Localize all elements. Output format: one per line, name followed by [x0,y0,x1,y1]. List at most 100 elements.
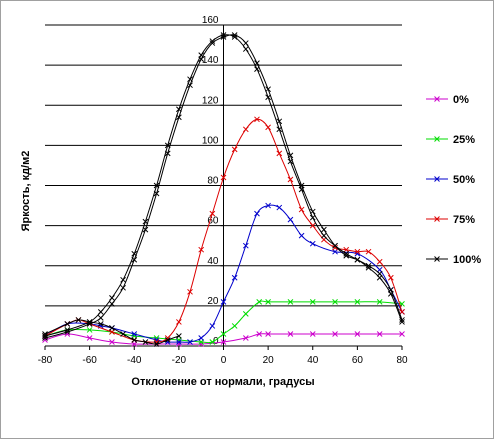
marker-stroke [287,331,294,337]
marker-stroke [187,76,193,83]
data-point [242,311,249,317]
marker-stroke [332,244,338,251]
data-point [265,94,271,101]
marker-stroke [42,333,48,339]
marker-stroke [434,136,440,142]
series-line [44,333,402,345]
data-point [376,331,383,337]
legend-label: 25% [453,134,475,146]
marker-stroke [209,38,216,44]
data-point [276,204,283,211]
marker-stroke [298,182,305,189]
marker-stroke [164,142,171,149]
marker-stroke [256,331,263,337]
legend-swatch-marker [434,216,440,222]
marker-stroke [109,325,115,331]
marker-stroke [142,218,149,225]
marker-stroke [153,190,160,197]
y-tick-label: 120 [202,95,219,106]
data-point [109,301,115,307]
data-point [86,321,93,327]
marker-stroke [86,321,93,327]
marker-stroke [287,299,294,305]
data-point [332,331,338,337]
data-point [231,146,238,153]
data-point [387,290,394,297]
marker-stroke [434,176,440,182]
data-point [231,274,238,281]
data-point [131,256,138,263]
marker-stroke [276,204,283,211]
data-point [109,339,115,345]
marker-stroke [298,232,305,239]
y-tick-label: 80 [207,176,219,187]
data-point [153,341,160,347]
marker-stroke [276,118,283,125]
data-point [265,202,271,209]
marker-stroke [387,290,394,297]
axes-layer: 0 20 40 60 80 100 120 140 160 -80 -60 -40 -20 0 20 40 60… [38,15,408,366]
data-point [376,258,383,265]
data-point [265,86,271,93]
data-point [265,299,271,305]
marker-stroke [387,274,394,281]
data-point [354,256,361,263]
marker-stroke [97,309,104,315]
marker-stroke [131,250,138,257]
marker-stroke [287,152,294,159]
marker-stroke [399,317,405,323]
data-point [332,299,338,305]
marker-stroke [164,337,171,343]
data-point [109,325,115,331]
marker-stroke [153,182,160,189]
data-point [75,317,82,323]
data-point [254,210,260,217]
y-tick-label: 60 [207,216,219,227]
marker-stroke [265,331,271,337]
marker-stroke [309,240,316,247]
marker-stroke [120,276,126,283]
data-point [97,309,104,315]
data-point [242,242,249,249]
data-point [365,264,372,271]
marker-stroke [75,317,82,323]
data-point [287,331,294,337]
marker-stroke [231,274,238,281]
marker-stroke [142,339,149,345]
data-point [365,262,372,269]
marker-stroke [220,34,227,40]
data-point [376,274,383,281]
data-point [231,32,238,38]
data-point [287,299,294,305]
marker-stroke [64,329,71,335]
data-point [343,250,350,257]
data-point [343,252,350,259]
data-point [120,276,126,283]
marker-stroke [254,210,260,217]
marker-stroke [198,246,205,253]
marker-stroke [209,40,216,46]
series-50pct [42,202,405,345]
legend-label: 100% [453,254,481,266]
x-tick-label: 40 [307,355,319,366]
marker-stroke [97,315,104,321]
marker-stroke [309,222,316,229]
marker-stroke [399,319,405,325]
data-point [287,176,294,183]
x-tick-label: -40 [127,355,142,366]
marker-stroke [343,250,350,257]
marker-stroke [343,252,350,259]
data-point [242,335,249,341]
data-point [220,339,227,345]
x-tick-label: -60 [82,355,97,366]
data-point [142,226,149,233]
data-point [42,335,48,341]
marker-stroke [176,319,182,325]
marker-stroke [198,56,205,62]
data-point [120,331,126,337]
marker-stroke [376,299,383,305]
y-tick-label: 40 [207,256,219,267]
series-100pct [42,32,405,347]
marker-stroke [86,319,93,325]
